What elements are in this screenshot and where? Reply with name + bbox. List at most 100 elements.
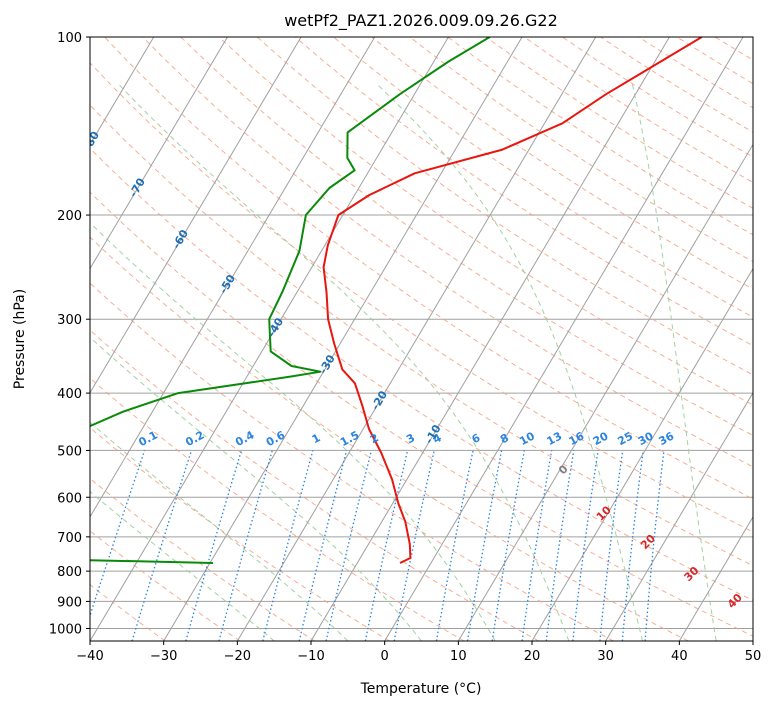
isotherm-label: -100	[0, 34, 11, 65]
x-tick-label: 10	[450, 649, 467, 664]
plot-frame	[89, 36, 754, 642]
isotherm-label: -90	[35, 82, 57, 106]
x-axis: −40 −30 −20 −10 0 10 20 30 40 50	[76, 641, 761, 664]
dry-adiabat	[485, 37, 753, 209]
isotherm-gridline	[531, 267, 753, 641]
mixing-ratio-label: 0.6	[264, 428, 288, 449]
y-tick-label: 800	[57, 565, 82, 580]
mixing-ratio-line	[572, 450, 599, 641]
chart-title: wetPf2_PAZ1.2026.009.09.26.G22	[284, 11, 558, 31]
mixing-ratio-line	[325, 450, 373, 641]
y-tick-label: 700	[57, 531, 82, 546]
moist-adiabat	[90, 222, 496, 641]
dry-adiabat	[90, 530, 241, 641]
mixing-ratio-line	[545, 450, 575, 641]
dry-adiabat	[90, 427, 390, 641]
mixing-ratio-label: 8	[498, 431, 511, 446]
isotherm-label: -80	[81, 129, 103, 153]
isotherm-gridline	[236, 37, 597, 641]
mixing-ratio-label: 25	[615, 429, 635, 448]
isotherm-gridline	[0, 37, 6, 641]
isotherm-label: -70	[127, 176, 149, 200]
moist-adiabat-label: 40	[725, 591, 745, 611]
mixing-ratio-label: 2	[368, 431, 381, 446]
dry-adiabat	[294, 37, 753, 347]
moist-adiabat	[631, 83, 717, 641]
mixing-ratio-label: 10	[517, 429, 537, 448]
isotherm-gridline	[90, 37, 228, 270]
isotherm-gridline	[90, 37, 376, 518]
isopleth-labels: 0.1 0.2 0.4 0.6 1 1.5 2 3 4 6 8 10 13 16 20 25 30 36-100-…	[0, 34, 745, 611]
dry-adiabat	[142, 37, 753, 468]
x-tick-label: 30	[597, 649, 614, 664]
y-tick-label: 400	[57, 387, 82, 402]
dry-adiabat	[256, 37, 753, 376]
x-tick-label: −30	[150, 649, 177, 664]
moist-adiabat	[765, 84, 775, 641]
isotherm-gridline	[384, 37, 744, 641]
dry-adiabat	[562, 37, 753, 158]
y-tick-label: 1000	[49, 622, 82, 637]
dry-adiabat	[371, 37, 753, 290]
mixing-ratio-label: 1	[310, 431, 323, 446]
isotherm-gridline	[752, 640, 753, 641]
y-axis-label: Pressure (hPa)	[12, 289, 28, 389]
x-tick-label: −20	[224, 649, 251, 664]
dry-adiabat	[524, 37, 753, 184]
mixing-ratio-label: 0.4	[233, 428, 257, 449]
isotherm-gridline	[163, 37, 523, 641]
lines-layer	[90, 37, 703, 564]
mixing-ratio-line	[262, 450, 314, 641]
x-axis-label: Temperature (°C)	[360, 681, 482, 697]
mixing-ratio-line	[131, 450, 193, 641]
mixing-ratio-line	[90, 450, 146, 618]
grid-layer	[0, 37, 775, 641]
mixing-ratio-label: 1.5	[338, 428, 361, 449]
mixing-ratio-line	[521, 450, 553, 641]
isotherm-label: -50	[217, 272, 239, 296]
mixing-ratio-label: 0.2	[183, 428, 206, 449]
moist-adiabat-label: 20	[638, 532, 658, 552]
mixing-ratio-label: 20	[591, 429, 611, 448]
mixing-ratio-line	[644, 450, 665, 641]
dry-adiabat	[752, 37, 753, 38]
dry-adiabat	[104, 37, 753, 500]
mixing-ratio-label: 0.1	[137, 428, 160, 449]
mixing-ratio-line	[621, 450, 644, 641]
dry-adiabat	[90, 329, 540, 641]
dry-adiabat	[90, 62, 753, 533]
x-tick-label: −40	[76, 649, 103, 664]
y-tick-label: 500	[57, 444, 82, 459]
isotherm-label: -60	[170, 227, 192, 251]
dry-adiabat	[90, 282, 614, 641]
dry-adiabat	[409, 37, 753, 263]
moist-adiabat	[376, 83, 643, 641]
mixing-ratio-label: 6	[470, 431, 483, 446]
mixing-ratio-label: 36	[657, 429, 677, 448]
x-tick-label: 50	[745, 649, 762, 664]
mixing-ratio-line	[491, 450, 525, 641]
mixing-ratio-line	[218, 450, 273, 641]
mixing-ratio-label: 16	[567, 429, 587, 448]
mixing-ratio-line	[435, 450, 474, 641]
temperature-profile	[322, 37, 703, 564]
isotherm-gridline	[605, 391, 753, 641]
isotherm-label: -30	[317, 352, 339, 376]
isotherm-gridline	[310, 37, 670, 641]
x-tick-label: −10	[297, 649, 324, 664]
isotherm-label: -20	[369, 388, 391, 412]
mixing-ratio-label: 3	[404, 431, 417, 446]
y-tick-label: 300	[57, 313, 82, 328]
mixing-ratio-label: 30	[636, 429, 656, 448]
x-tick-label: 0	[381, 649, 389, 664]
dewpoint-profile	[90, 37, 491, 564]
moist-adiabat	[117, 83, 570, 641]
mixing-ratio-label: 13	[545, 429, 565, 448]
dry-adiabat	[676, 37, 753, 85]
moist-adiabat	[90, 421, 349, 641]
mixing-ratio-line	[393, 450, 435, 641]
dry-adiabat	[90, 477, 315, 641]
mixing-ratio-line	[185, 450, 243, 641]
mixing-ratio-line	[298, 450, 348, 641]
isotherm-gridline	[90, 37, 302, 394]
